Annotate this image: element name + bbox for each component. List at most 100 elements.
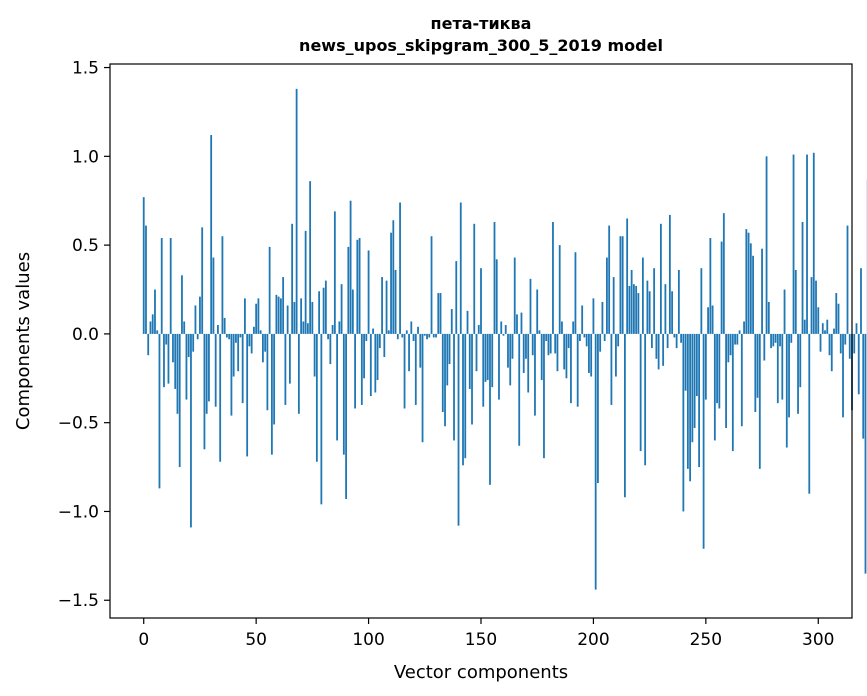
bar	[754, 333, 757, 413]
bar	[776, 333, 779, 404]
bar	[399, 202, 401, 334]
bar	[666, 333, 669, 349]
bar	[765, 156, 768, 334]
bar	[288, 333, 291, 384]
bar	[648, 291, 651, 334]
bar	[520, 312, 523, 334]
bar	[473, 223, 476, 334]
bar	[752, 255, 754, 334]
bar	[848, 333, 851, 359]
bar	[619, 236, 622, 334]
bar	[181, 275, 183, 334]
bar	[606, 257, 608, 334]
bar	[635, 285, 638, 334]
bar	[351, 289, 354, 334]
bar	[603, 333, 606, 341]
bar	[421, 333, 424, 443]
bar	[583, 333, 586, 338]
bar	[394, 269, 397, 334]
bar	[329, 333, 332, 365]
bar	[320, 333, 323, 505]
bar	[729, 333, 732, 356]
bar	[839, 333, 842, 354]
bar	[154, 289, 156, 334]
bar	[149, 321, 152, 334]
bar	[792, 154, 795, 334]
bar	[264, 333, 267, 352]
chart-subtitle: news_upos_skipgram_300_5_2019 model	[299, 36, 663, 55]
x-tick-label: 0	[138, 630, 149, 650]
bar	[491, 333, 494, 388]
bar	[783, 289, 786, 334]
bar	[405, 330, 408, 334]
plot-frame	[109, 63, 853, 619]
bar	[412, 333, 415, 341]
bar	[853, 333, 856, 354]
bar	[684, 333, 687, 391]
bar	[655, 333, 658, 359]
bar-series	[142, 88, 867, 590]
bar	[199, 296, 201, 334]
bar	[340, 284, 343, 334]
bar	[758, 333, 761, 469]
bar	[830, 333, 833, 372]
bar	[650, 333, 653, 349]
bar	[513, 257, 516, 334]
bar	[500, 321, 503, 334]
bar	[432, 333, 435, 338]
bar	[205, 333, 208, 414]
bar	[860, 268, 862, 334]
bar	[219, 333, 222, 462]
bar	[644, 333, 647, 466]
bar	[291, 223, 294, 334]
bar	[680, 333, 683, 343]
bar	[817, 307, 820, 334]
bar	[367, 250, 370, 334]
bar	[142, 197, 145, 334]
bar	[803, 319, 806, 334]
bar	[522, 333, 525, 373]
bar	[450, 309, 453, 334]
bar	[282, 277, 285, 334]
bar	[396, 333, 399, 340]
bar	[628, 285, 631, 334]
bar	[736, 333, 739, 345]
bar	[675, 333, 678, 349]
bar	[621, 236, 624, 334]
bar	[167, 333, 170, 384]
bar	[196, 333, 199, 340]
bar	[673, 333, 676, 338]
bar	[686, 333, 689, 469]
bar	[365, 333, 368, 341]
bar	[855, 323, 858, 334]
bar	[531, 333, 534, 356]
bar	[504, 325, 507, 334]
bar	[250, 333, 253, 354]
bar	[268, 246, 271, 334]
bar	[259, 330, 262, 334]
bar	[711, 305, 714, 334]
bar	[570, 333, 572, 404]
bar	[516, 314, 518, 334]
bar	[693, 333, 696, 429]
bar	[210, 135, 213, 334]
bar	[597, 333, 599, 484]
bar	[466, 310, 469, 334]
bar	[324, 280, 327, 334]
bar	[208, 333, 210, 402]
bar	[495, 259, 498, 334]
bar	[797, 333, 799, 414]
bar	[772, 333, 775, 347]
bar	[529, 278, 532, 334]
bar	[358, 238, 361, 334]
bar	[169, 238, 172, 334]
bar	[187, 333, 190, 357]
bar	[767, 301, 770, 334]
bar	[349, 200, 352, 334]
chart-title: пета-тиква	[431, 14, 532, 33]
bar	[545, 333, 548, 341]
bar	[718, 333, 721, 409]
bar	[833, 328, 835, 334]
bar	[237, 333, 240, 372]
bar	[457, 333, 460, 526]
